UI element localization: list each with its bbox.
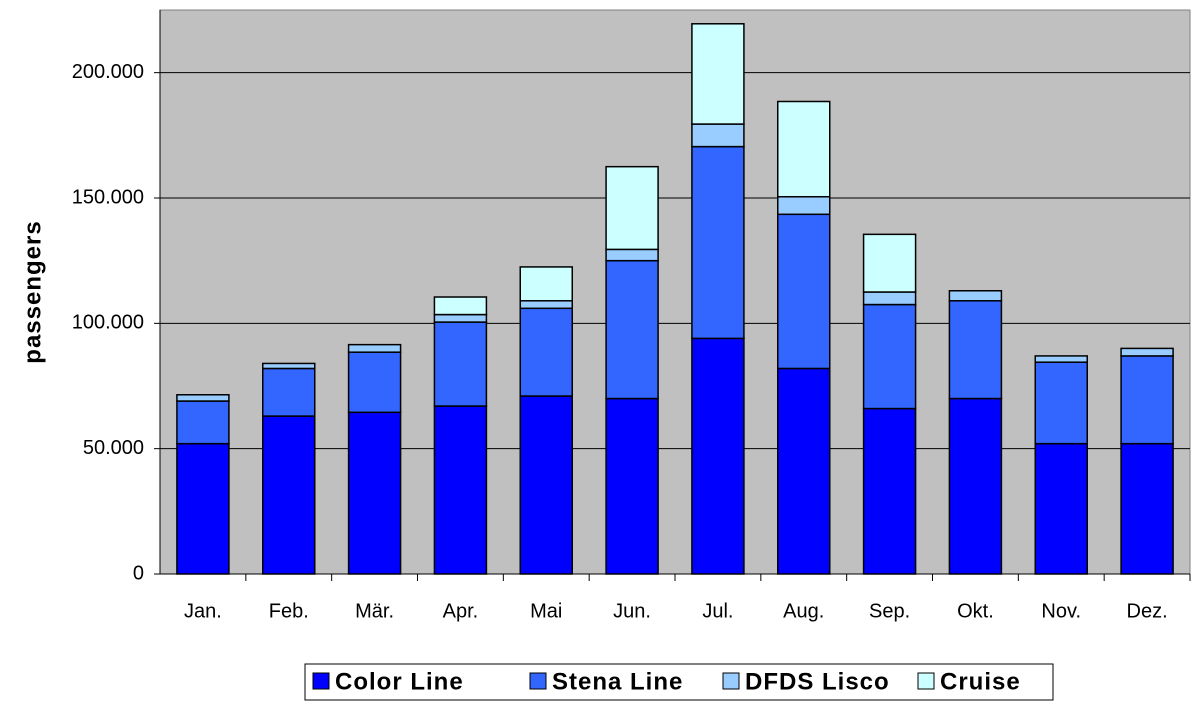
bar-segment — [433, 296, 488, 316]
y-tick-label: 200.000 — [72, 61, 144, 83]
bar-segment — [519, 395, 573, 575]
legend-swatch — [312, 672, 330, 690]
bar-segment — [262, 362, 316, 370]
bar-segment — [1120, 355, 1174, 445]
x-tick-label: Apr. — [443, 600, 479, 622]
x-tick-label: Mai — [530, 600, 562, 622]
bar-segment — [519, 266, 573, 302]
bar-segment — [777, 100, 831, 198]
x-tick-label: Jun. — [613, 600, 651, 622]
y-tick-label: 50.000 — [83, 437, 144, 459]
legend-swatch — [722, 672, 740, 690]
bar-segment — [691, 23, 745, 125]
bar-segment — [262, 415, 316, 575]
bar-segment — [605, 397, 659, 575]
bar-segment — [176, 442, 230, 575]
bar-segment — [948, 397, 1003, 575]
x-tick-label: Sep. — [869, 600, 910, 622]
legend-label: Cruise — [940, 668, 1021, 695]
bar-segment — [176, 400, 230, 445]
x-tick-label: Mär. — [355, 600, 394, 622]
x-tick-label: Dez. — [1127, 600, 1168, 622]
x-tick-label: Aug. — [783, 600, 824, 622]
legend-swatch — [917, 672, 935, 690]
bar-segment — [433, 321, 488, 407]
bar-segment — [1120, 442, 1174, 575]
bar-segment — [433, 313, 488, 323]
bar-segment — [691, 123, 745, 148]
bar-segment — [605, 259, 659, 400]
bar-segment — [347, 411, 402, 575]
bar-segment — [691, 145, 745, 340]
bar-segment — [605, 248, 659, 262]
bar-segment — [777, 195, 831, 216]
bar-segment — [777, 213, 831, 370]
legend-label: DFDS Lisco — [745, 668, 890, 695]
bar-segment — [948, 289, 1003, 302]
x-tick-label: Jul. — [702, 600, 733, 622]
bar-segment — [1120, 347, 1174, 357]
plot-area — [159, 9, 1191, 575]
legend-label: Color Line — [335, 668, 464, 695]
bar-segment — [347, 351, 402, 414]
bar-segment — [862, 303, 917, 410]
bar-segment — [1034, 361, 1088, 445]
bar-segment — [862, 291, 917, 306]
bar-segment — [1034, 355, 1088, 363]
bar-segment — [948, 300, 1003, 400]
x-tick-label: Okt. — [957, 600, 994, 622]
bar-segment — [519, 300, 573, 310]
bar-segment — [262, 367, 316, 417]
bar-segment — [862, 233, 917, 293]
bar-segment — [433, 405, 488, 575]
bar-segment — [777, 367, 831, 575]
bar-segment — [347, 343, 402, 353]
x-tick-label: Nov. — [1041, 600, 1081, 622]
bar-segment — [605, 165, 659, 251]
y-tick-label: 150.000 — [72, 186, 144, 208]
bar-segment — [519, 307, 573, 397]
legend-swatch — [529, 672, 547, 690]
bar-segment — [176, 394, 230, 402]
y-axis-label: passengers — [19, 220, 46, 363]
legend-label: Stena Line — [552, 668, 683, 695]
bar-segment — [862, 407, 917, 575]
x-tick-label: Feb. — [269, 600, 309, 622]
y-tick-label: 0 — [133, 562, 144, 584]
x-tick-label: Jan. — [184, 600, 222, 622]
bar-segment — [691, 337, 745, 575]
y-tick-label: 100.000 — [72, 312, 144, 334]
bar-segment — [1034, 442, 1088, 575]
